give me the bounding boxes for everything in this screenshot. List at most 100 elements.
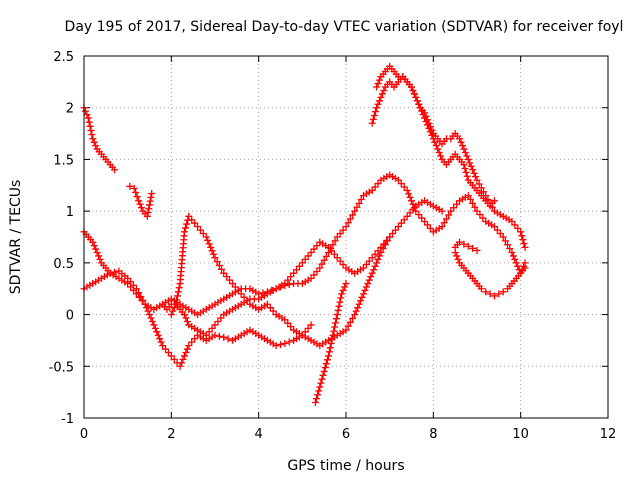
data-point [467, 162, 475, 170]
data-point [463, 152, 471, 160]
data-point [353, 203, 361, 211]
data-point [517, 269, 525, 277]
data-point [339, 286, 347, 294]
data-point [521, 259, 529, 267]
data-point [285, 338, 293, 346]
series-trace-g [311, 280, 350, 406]
data-point [349, 314, 357, 322]
data-point [210, 250, 218, 258]
data-point [202, 233, 210, 241]
y-tick-label: 1 [66, 205, 74, 220]
data-point [342, 223, 350, 231]
data-point [426, 123, 434, 131]
data-point [143, 212, 151, 220]
data-point [180, 228, 188, 236]
y-tick-label: 0.5 [53, 257, 74, 272]
data-point [147, 314, 155, 322]
data-point [175, 284, 183, 292]
data-point [153, 328, 161, 336]
data-point [156, 335, 164, 343]
data-point [106, 269, 114, 277]
data-point [327, 340, 335, 348]
data-point [338, 290, 346, 298]
data-point [318, 260, 326, 268]
data-point [180, 352, 188, 360]
data-point [405, 190, 413, 198]
data-point [179, 355, 187, 363]
data-point [154, 331, 162, 339]
data-point [137, 292, 145, 300]
data-point [285, 281, 293, 289]
data-point [208, 247, 216, 255]
data-point [211, 254, 219, 262]
data-point [332, 315, 340, 323]
data-point [342, 280, 350, 288]
data-point [318, 375, 326, 383]
data-point [445, 211, 453, 219]
data-point [335, 302, 343, 310]
data-point [486, 199, 494, 207]
data-point [148, 317, 156, 325]
data-point [182, 314, 190, 322]
data-point [326, 344, 334, 352]
data-point [354, 304, 362, 312]
data-point [313, 395, 321, 403]
data-point [139, 296, 147, 304]
data-point [355, 199, 363, 207]
series-trace-c [80, 228, 315, 370]
data-point [517, 228, 525, 236]
data-point [333, 311, 341, 319]
data-point [272, 342, 280, 350]
data-point [132, 189, 140, 197]
data-point [322, 252, 330, 260]
data-point [499, 288, 507, 296]
data-point [316, 264, 324, 272]
data-point [381, 241, 389, 249]
data-point [173, 296, 181, 304]
data-point [428, 126, 436, 134]
data-point [182, 348, 190, 356]
data-point [374, 100, 382, 108]
data-point [464, 155, 472, 163]
data-point [183, 345, 191, 353]
data-point [148, 190, 156, 198]
data-point [344, 219, 352, 227]
data-point [331, 237, 339, 245]
data-point [365, 276, 373, 284]
data-point [330, 327, 338, 335]
data-point [504, 241, 512, 249]
series-trace-f [159, 233, 394, 339]
data-point [325, 348, 333, 356]
data-point [311, 398, 319, 406]
data-point [506, 245, 514, 253]
data-point [469, 244, 477, 252]
data-point [336, 298, 344, 306]
data-point [357, 196, 365, 204]
x-axis-ticks: 0 2 4 6 8 10 12 [80, 56, 616, 442]
data-point [511, 255, 519, 263]
data-point [370, 266, 378, 274]
data-point [88, 131, 96, 139]
plot-frame [83, 55, 609, 419]
data-point [486, 290, 494, 298]
data-point [462, 168, 470, 176]
data-point [355, 300, 363, 308]
data-point [96, 255, 104, 263]
x-tick-label: 8 [429, 427, 437, 442]
data-point [167, 311, 175, 319]
data-point [373, 104, 381, 112]
data-point [375, 76, 383, 84]
data-point [358, 293, 366, 301]
data-point [520, 262, 528, 270]
data-point [412, 93, 420, 101]
data-point [421, 109, 429, 117]
x-tick-label: 2 [167, 427, 175, 442]
data-point [471, 203, 479, 211]
data-point [461, 164, 469, 172]
x-axis-label: GPS time / hours [287, 458, 404, 474]
data-point [403, 186, 411, 194]
data-point [135, 289, 143, 297]
data-point [373, 259, 381, 267]
data-point [89, 135, 97, 143]
data-point [438, 207, 446, 215]
